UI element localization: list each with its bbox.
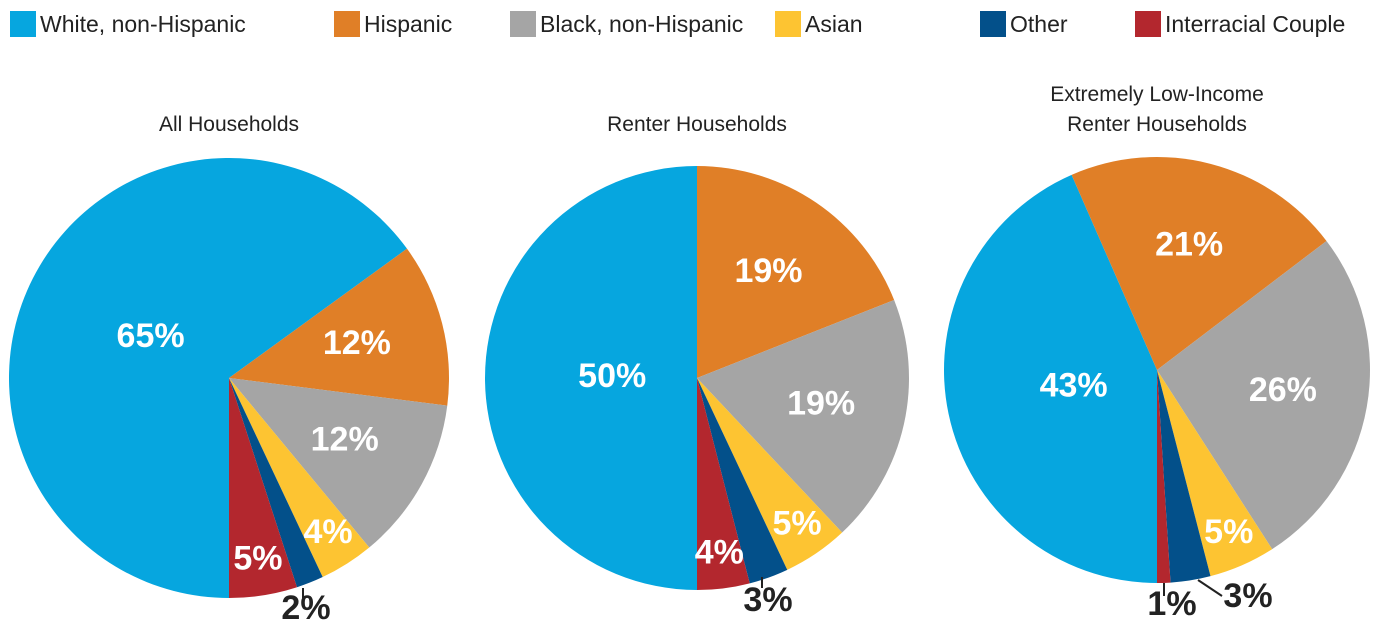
chart-title: Extremely Low-Income Renter Households [1050,83,1264,136]
legend-item: Other [980,10,1068,38]
data-label: 65% [117,317,185,355]
data-label: 1% [1147,585,1196,623]
data-label: 3% [743,581,792,619]
chart-title: Renter Households [607,113,787,136]
data-label: 5% [233,540,282,578]
data-label: 21% [1155,225,1223,263]
data-label: 19% [734,252,802,290]
legend-label: Interracial Couple [1165,10,1346,37]
data-label: 5% [773,504,822,542]
data-label: 4% [695,534,744,572]
legend-swatch [980,11,1006,37]
data-label: 12% [311,421,379,459]
legend-label: Asian [805,10,863,37]
pie-slice [697,378,750,590]
legend-item: Interracial Couple [1135,10,1345,38]
pie-slice [697,166,895,378]
pie-slice [229,378,370,578]
pie-slice [229,378,448,548]
legend-swatch [1135,11,1161,37]
data-label: 43% [1040,366,1108,404]
legend-item: Hispanic [334,10,452,38]
data-label: 5% [1204,513,1253,551]
legend-swatch [775,11,801,37]
legend-label: Other [1010,10,1068,37]
data-label: 2% [281,589,330,623]
pie-slice [229,378,323,588]
pie-slice [229,248,449,406]
legend-item: Asian [775,10,863,38]
pie-slice [1157,241,1371,550]
pie-slice [1071,157,1327,370]
data-label: 3% [1223,577,1272,615]
data-label: 4% [303,513,352,551]
pie-slice [697,378,788,584]
legend-label: Black, non-Hispanic [540,10,744,37]
pie-slice [1157,370,1171,583]
pie-slice [1157,370,1211,583]
legend-label: Hispanic [364,10,453,37]
pie-slice [697,299,909,533]
chart-title: All Households [158,113,300,136]
data-label: 19% [787,385,855,423]
leader-line [1197,579,1223,597]
data-label: 26% [1249,371,1317,409]
legend-swatch [334,11,360,37]
data-label: 50% [578,357,646,395]
data-label: 12% [323,324,391,362]
legend-label: White, non-Hispanic [40,10,246,37]
legend-item: White, non-Hispanic [10,10,246,38]
legend-swatch [10,11,36,37]
pie-slice [697,378,843,570]
pie-slice [8,158,407,599]
pie-slice [485,166,697,590]
pie-slice [229,378,297,598]
legend-swatch [510,11,536,37]
legend-item: Black, non-Hispanic [510,10,743,38]
pie-slice [1157,370,1273,577]
pie-slice [944,174,1157,583]
